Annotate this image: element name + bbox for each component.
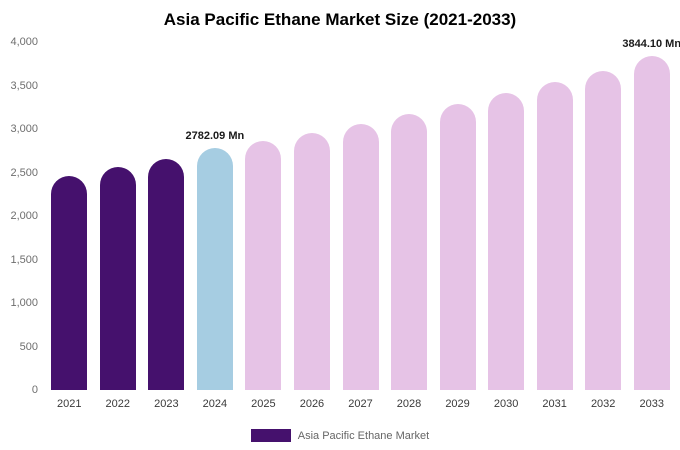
bar-2027 — [342, 123, 379, 390]
x-axis-label-2032: 2032 — [590, 398, 616, 410]
bar-2021 — [51, 175, 88, 390]
x-axis-label-2023: 2023 — [154, 398, 179, 410]
chart-title: Asia Pacific Ethane Market Size (2021-20… — [163, 10, 517, 29]
x-axis-label-2031: 2031 — [542, 398, 567, 410]
x-axis-label-2027: 2027 — [348, 398, 373, 410]
y-tick-label: 500 — [19, 340, 38, 353]
legend-label: Asia Pacific Ethane Market — [297, 429, 430, 442]
y-tick-label: 1,500 — [10, 253, 38, 266]
y-tick-label: 2,500 — [10, 166, 38, 179]
x-axis-label-2033: 2033 — [639, 398, 664, 410]
bar-2022 — [99, 167, 136, 390]
data-label-2024: 2782.09 Mn — [185, 129, 245, 142]
y-tick-label: 1,000 — [10, 297, 38, 309]
bar-2032 — [585, 71, 622, 390]
x-axis-label-2030: 2030 — [493, 398, 519, 410]
x-axis-label-2029: 2029 — [445, 398, 470, 410]
y-tick-label: 3,500 — [10, 79, 38, 92]
y-tick-label: 0 — [31, 384, 38, 396]
x-axis-label-2021: 2021 — [57, 398, 82, 410]
y-tick-label: 4,000 — [10, 36, 38, 48]
x-axis-label-2024: 2024 — [202, 398, 228, 410]
legend-swatch — [250, 429, 291, 442]
bar-2026 — [293, 132, 330, 390]
bar-2030 — [488, 92, 525, 390]
bar-2023 — [148, 158, 185, 390]
bar-2028 — [391, 113, 428, 390]
x-axis-label-2022: 2022 — [105, 398, 131, 410]
bar-2033 — [633, 55, 670, 390]
x-axis-label-2026: 2026 — [299, 398, 325, 410]
plot-area — [45, 42, 676, 390]
bar-2025 — [245, 140, 282, 390]
bar-2029 — [439, 103, 476, 390]
y-tick-label: 2,000 — [10, 210, 38, 222]
x-axis-label-2025: 2025 — [251, 398, 276, 410]
x-axis-label-2028: 2028 — [396, 398, 422, 410]
bar-2031 — [536, 82, 573, 390]
data-label-2033: 3844.10 Mn — [622, 37, 680, 50]
legend-item[interactable]: Asia Pacific Ethane Market — [0, 429, 680, 442]
bar-2024 — [196, 147, 233, 390]
y-tick-label: 3,000 — [10, 123, 38, 135]
